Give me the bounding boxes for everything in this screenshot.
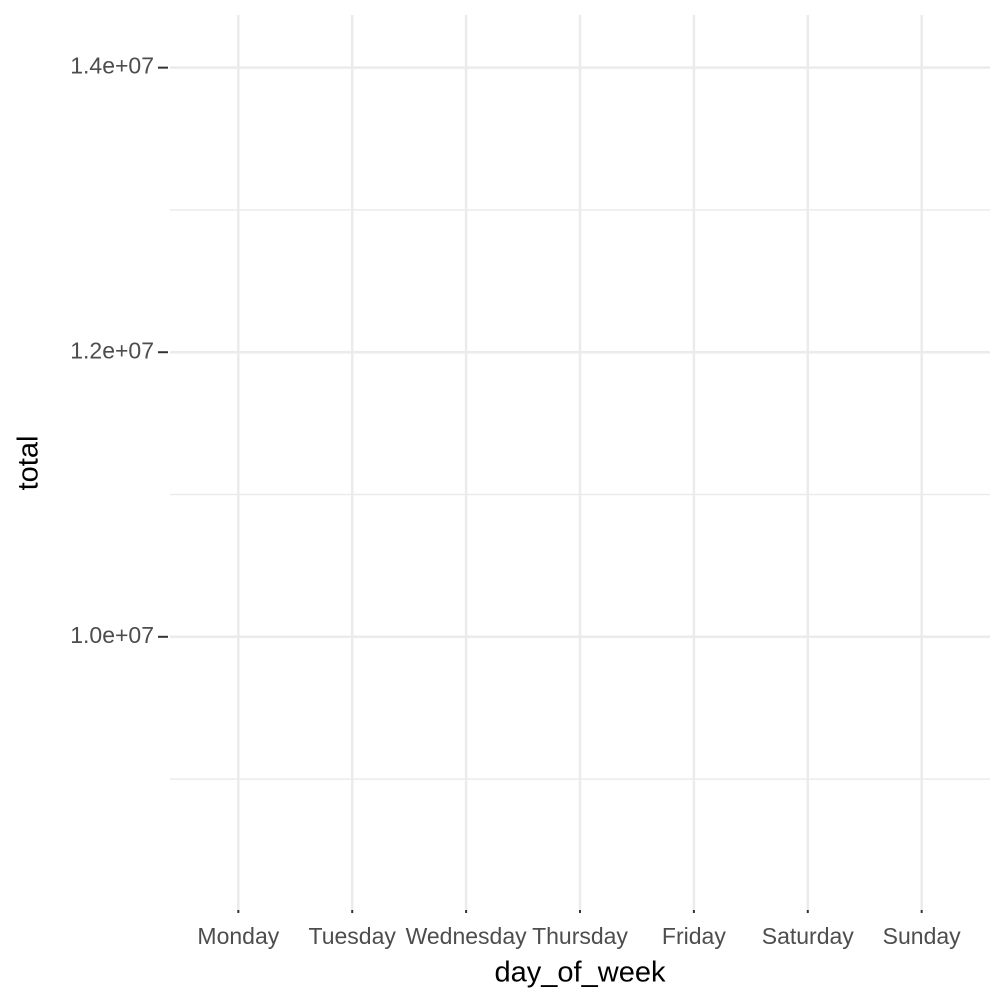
y-tick-label: 1.0e+07 — [70, 622, 154, 648]
x-axis-title: day_of_week — [495, 957, 666, 989]
x-tick-label: Tuesday — [309, 923, 397, 949]
x-tick-label: Wednesday — [406, 923, 528, 949]
x-tick-label: Friday — [662, 923, 726, 949]
y-axis-title: total — [13, 436, 45, 491]
x-tick-label: Saturday — [762, 923, 855, 949]
y-tick-label: 1.4e+07 — [70, 53, 154, 79]
x-tick-label: Monday — [197, 923, 279, 949]
x-tick-label: Sunday — [883, 923, 962, 949]
y-tick-label: 1.2e+07 — [70, 337, 154, 363]
x-tick-label: Thursday — [532, 923, 628, 949]
